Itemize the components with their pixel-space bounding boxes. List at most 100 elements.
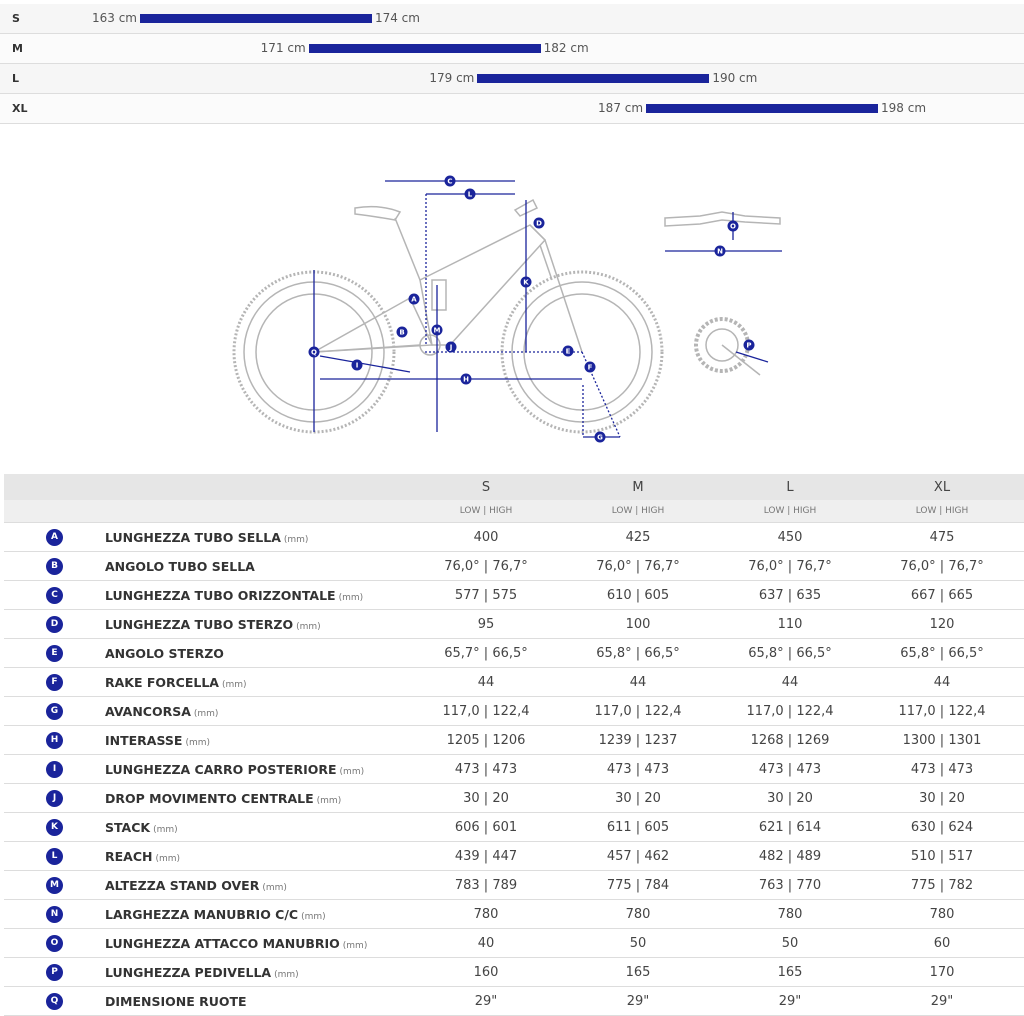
size-row: M 171 cm 182 cm [0,34,1024,64]
value-cell: 450 [777,530,803,545]
diagram-marker [727,220,739,232]
range-from-label: 187 cm [598,101,644,115]
diagram-marker [594,431,606,443]
value-cell: 637 | 635 [758,588,822,603]
letter-badge: A [46,529,63,546]
value-cell: 100 [625,617,651,632]
size-header: M [632,480,644,495]
diagram-letter: H [463,376,469,384]
measure-name-text: LARGHEZZA MANUBRIO C/C [105,907,299,922]
measure-name-text: AVANCORSA [105,704,191,719]
value-cell: 44 [477,675,495,690]
value-cell: 1205 | 1206 [446,733,526,748]
letter-badge: Q [46,993,63,1010]
letter-badge: O [46,935,63,952]
value-cell: 783 | 789 [454,878,518,893]
value-cell: 763 | 770 [758,878,822,893]
measure-name-text: STACK [105,820,151,835]
unit: (mm) [283,535,309,545]
table-row: O LUNGHEZZA ATTACCO MANUBRIO (mm) 40 50 50 60 [4,929,1024,958]
size-label: M [12,42,23,55]
size-header: L [786,480,794,495]
value-cell: 1239 | 1237 [598,733,678,748]
measure-name: LUNGHEZZA TUBO SELLA (mm) [105,530,308,545]
measure-name: AVANCORSA (mm) [105,704,218,719]
letter-badge: P [46,964,63,981]
size-chart: S 163 cm 174 cm M 171 cm 182 cm L 179 cm 190 cm X… [0,4,1024,124]
range-from-label: 171 cm [260,41,306,55]
diagram-marker [308,346,320,358]
header-row: S M L XL [4,474,1024,500]
value-cell: 400 [473,530,499,545]
letter-badge: C [46,587,63,604]
measure-name: RAKE FORCELLA (mm) [105,675,247,690]
value-cell: 610 | 605 [606,588,670,603]
low-high-label: LOW | HIGH [459,506,513,516]
value-cell: 439 | 447 [454,849,518,864]
unit: (mm) [153,825,178,835]
value-cell: 611 | 605 [606,820,670,835]
measure-name-text: LUNGHEZZA ATTACCO MANUBRIO [105,936,340,951]
range-from-label: 163 cm [91,11,137,25]
low-high-label: LOW | HIGH [915,506,969,516]
value-cell: 473 | 473 [910,762,974,777]
diagram-letter: L [468,191,473,199]
table-row: G AVANCORSA (mm) 117,0 | 122,4 117,0 | 122,4… [4,697,1024,726]
diagram-marker [396,326,408,338]
measure-name: LUNGHEZZA PEDIVELLA (mm) [105,965,299,980]
value-cell: 457 | 462 [606,849,670,864]
table-row: J DROP MOVIMENTO CENTRALE (mm) 30 | 20 30 | … [4,784,1024,813]
range-from-label: 179 cm [429,71,475,85]
value-cell: 606 | 601 [454,820,518,835]
value-cell: 50 [781,936,799,951]
value-cell: 44 [933,675,951,690]
table-row: L REACH (mm) 439 | 447 457 | 462 482 | 489 510… [4,842,1024,871]
value-cell: 117,0 | 122,4 [442,704,530,719]
measure-name-text: LUNGHEZZA TUBO STERZO [105,617,294,632]
value-cell: 95 [477,617,495,632]
diagram-letter: B [399,329,404,337]
table-row: Q DIMENSIONE RUOTE 29" 29" 29" 29" [4,987,1024,1016]
value-cell: 50 [629,936,647,951]
value-cell: 473 | 473 [758,762,822,777]
table-row: P LUNGHEZZA PEDIVELLA (mm) 160 165 165 170 [4,958,1024,987]
value-cell: 44 [629,675,647,690]
table-row: K STACK (mm) 606 | 601 611 | 605 621 | 614 630… [4,813,1024,842]
value-cell: 780 [777,907,803,922]
value-cell: 76,0° | 76,7° [596,559,680,574]
diagram-marker [562,345,574,357]
value-cell: 29" [778,994,802,1009]
value-cell: 170 [929,965,955,980]
range-bar [646,104,878,113]
value-cell: 117,0 | 122,4 [746,704,834,719]
diagram-marker [714,245,726,257]
value-cell: 117,0 | 122,4 [594,704,682,719]
value-cell: 65,7° | 66,5° [444,646,528,661]
measure-name-text: LUNGHEZZA PEDIVELLA [105,965,272,980]
value-cell: 65,8° | 66,5° [596,646,680,661]
value-cell: 775 | 784 [606,878,670,893]
measure-name: LUNGHEZZA CARRO POSTERIORE (mm) [105,762,364,777]
measure-name: ANGOLO TUBO SELLA [105,559,255,574]
unit: (mm) [262,883,287,893]
unit: (mm) [193,709,219,719]
measure-name: LARGHEZZA MANUBRIO C/C (mm) [105,907,326,922]
diagram-marker [444,175,456,187]
letter-badge: M [46,877,63,894]
unit: (mm) [274,970,299,980]
size-label: XL [12,102,28,115]
size-header: S [481,480,491,495]
range-to-label: 174 cm [374,11,420,25]
measure-name: LUNGHEZZA TUBO ORIZZONTALE (mm) [105,588,363,603]
measure-name: ANGOLO STERZO [105,646,224,661]
unit: (mm) [221,680,247,690]
diagram-marker [431,324,443,336]
diagram-letter: A [411,296,417,304]
table-row: H INTERASSE (mm) 1205 | 1206 1239 | 1237 1268… [4,726,1024,755]
value-cell: 30 | 20 [463,791,509,806]
diagram-marker [460,373,472,385]
diagram-marker [464,188,476,200]
value-cell: 165 [777,965,803,980]
measure-name-text: DROP MOVIMENTO CENTRALE [105,791,314,806]
